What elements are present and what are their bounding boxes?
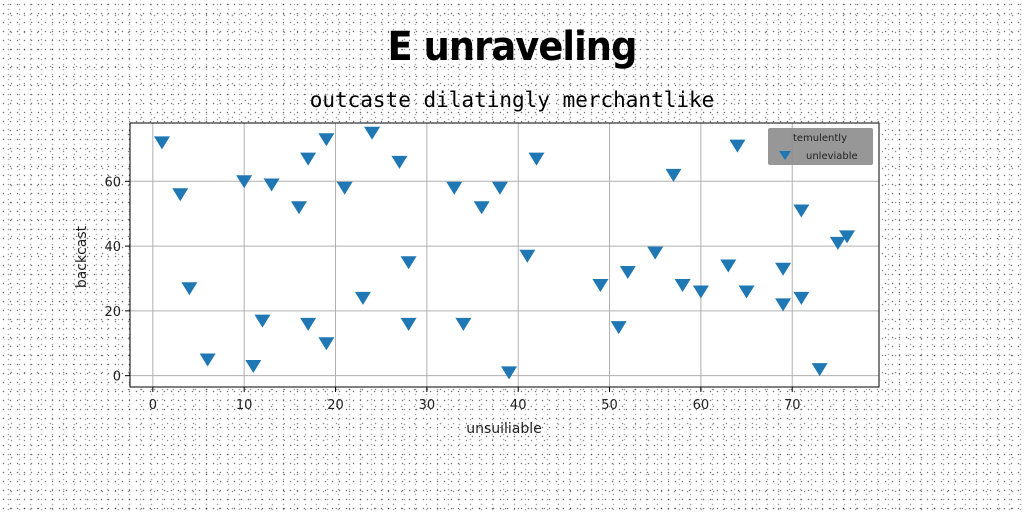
data-point xyxy=(775,262,792,276)
data-point xyxy=(793,204,810,218)
data-point xyxy=(738,285,755,299)
plot-frame xyxy=(129,122,880,388)
data-point xyxy=(619,266,636,280)
x-tick-label: 10 xyxy=(236,398,253,413)
data-point xyxy=(674,278,691,292)
legend-box xyxy=(768,128,873,165)
y-tick-label: 0 xyxy=(113,370,121,385)
data-point xyxy=(775,298,792,312)
data-point xyxy=(172,188,189,202)
data-point xyxy=(318,337,335,351)
y-tick-label: 40 xyxy=(104,240,121,255)
x-tick-label: 70 xyxy=(784,398,801,413)
data-point xyxy=(300,152,317,166)
x-tick-label: 20 xyxy=(327,398,344,413)
data-point xyxy=(692,285,709,299)
data-point xyxy=(455,317,472,331)
x-axis-label: unsuiliable xyxy=(466,421,542,437)
data-point xyxy=(290,201,307,215)
data-point xyxy=(318,133,335,147)
chart-title: E unraveling xyxy=(387,24,637,70)
data-point xyxy=(647,246,664,260)
data-point xyxy=(300,317,317,331)
data-point xyxy=(501,366,518,380)
legend-title: temulently xyxy=(793,133,847,144)
data-point xyxy=(729,139,746,153)
x-tick-label: 60 xyxy=(693,398,710,413)
y-axis-label: backcast xyxy=(74,225,90,288)
data-point xyxy=(665,168,682,182)
chart-subtitle: outcaste dilatingly merchantlike xyxy=(309,88,715,112)
data-point xyxy=(610,321,627,335)
data-point xyxy=(720,259,737,273)
data-point xyxy=(245,359,262,373)
data-point xyxy=(391,155,408,169)
data-point xyxy=(181,282,198,296)
data-point xyxy=(839,230,856,244)
data-point xyxy=(199,353,216,367)
x-tick-label: 40 xyxy=(510,398,527,413)
data-point xyxy=(446,181,463,195)
data-point xyxy=(592,278,609,292)
grid xyxy=(130,123,879,387)
data-point xyxy=(528,152,545,166)
data-point xyxy=(473,201,490,215)
x-tick-label: 50 xyxy=(601,398,618,413)
data-point xyxy=(491,181,508,195)
x-tick-label: 0 xyxy=(149,398,157,413)
data-point xyxy=(254,314,271,328)
data-point xyxy=(263,178,280,192)
plot-area xyxy=(130,123,879,387)
data-point xyxy=(336,181,353,195)
legend: temulently unleviable xyxy=(768,128,873,165)
data-point xyxy=(354,291,371,305)
data-point xyxy=(811,363,828,377)
legend-entry-label: unleviable xyxy=(806,151,858,162)
data-point xyxy=(153,136,170,150)
data-point xyxy=(400,256,417,270)
data-points xyxy=(153,126,856,380)
data-point xyxy=(829,236,846,250)
data-point xyxy=(519,249,536,263)
data-point xyxy=(400,317,417,331)
data-point xyxy=(236,175,253,189)
data-point xyxy=(364,126,381,140)
x-tick-label: 30 xyxy=(419,398,436,413)
data-point xyxy=(793,291,810,305)
y-tick-label: 60 xyxy=(104,175,121,190)
axis-ticks: 0 10 20 30 40 50 60 70 0 20 40 60 xyxy=(104,175,800,413)
legend-marker-icon xyxy=(779,151,791,160)
y-tick-label: 20 xyxy=(104,305,121,320)
